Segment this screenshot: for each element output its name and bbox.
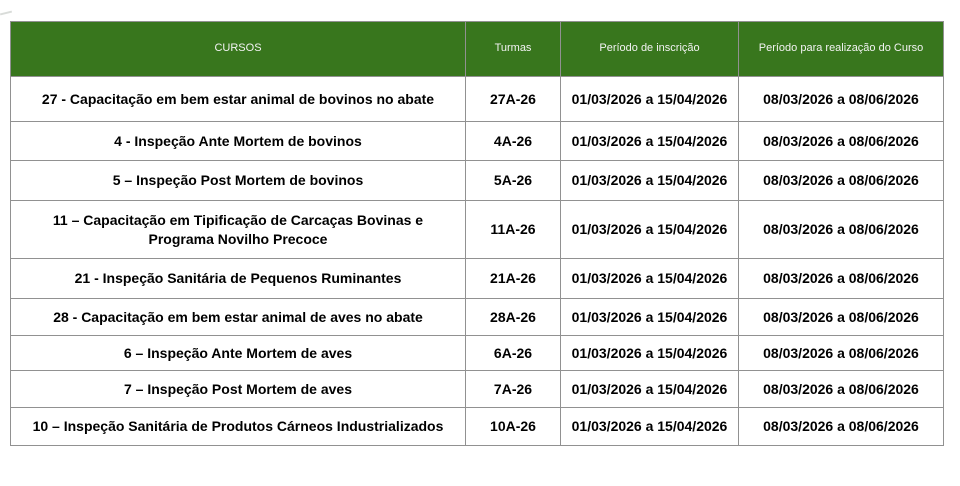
course-schedule-table: CURSOS Turmas Período de inscrição Perío… [10, 21, 944, 446]
inscricao-cell: 01/03/2026 a 15/04/2026 [560, 370, 739, 408]
table-row: 28 - Capacitação em bem estar animal de … [10, 298, 944, 336]
table-header: CURSOS Turmas Período de inscrição Perío… [10, 21, 944, 77]
turma-cell: 5A-26 [465, 160, 561, 201]
realizacao-cell: 08/03/2026 a 08/06/2026 [738, 200, 944, 259]
course-name-cell: 28 - Capacitação em bem estar animal de … [10, 298, 466, 336]
turma-cell: 27A-26 [465, 76, 561, 122]
turma-cell: 6A-26 [465, 335, 561, 371]
table-row: 21 - Inspeção Sanitária de Pequenos Rumi… [10, 258, 944, 299]
realizacao-cell: 08/03/2026 a 08/06/2026 [738, 258, 944, 299]
realizacao-cell: 08/03/2026 a 08/06/2026 [738, 76, 944, 122]
column-header-periodo-inscricao: Período de inscrição [560, 21, 739, 77]
turma-cell: 7A-26 [465, 370, 561, 408]
turma-cell: 28A-26 [465, 298, 561, 336]
course-name-cell: 4 - Inspeção Ante Mortem de bovinos [10, 121, 466, 161]
course-name-cell: 11 – Capacitação em Tipificação de Carca… [10, 200, 466, 259]
inscricao-cell: 01/03/2026 a 15/04/2026 [560, 258, 739, 299]
column-header-turmas: Turmas [465, 21, 561, 77]
column-header-cursos: CURSOS [10, 21, 466, 77]
inscricao-cell: 01/03/2026 a 15/04/2026 [560, 335, 739, 371]
realizacao-cell: 08/03/2026 a 08/06/2026 [738, 160, 944, 201]
realizacao-cell: 08/03/2026 a 08/06/2026 [738, 298, 944, 336]
turma-cell: 11A-26 [465, 200, 561, 259]
course-name-cell: 21 - Inspeção Sanitária de Pequenos Rumi… [10, 258, 466, 299]
turma-cell: 21A-26 [465, 258, 561, 299]
inscricao-cell: 01/03/2026 a 15/04/2026 [560, 121, 739, 161]
inscricao-cell: 01/03/2026 a 15/04/2026 [560, 200, 739, 259]
table-row: 4 - Inspeção Ante Mortem de bovinos 4A-2… [10, 121, 944, 161]
inscricao-cell: 01/03/2026 a 15/04/2026 [560, 407, 739, 446]
realizacao-cell: 08/03/2026 a 08/06/2026 [738, 121, 944, 161]
realizacao-cell: 08/03/2026 a 08/06/2026 [738, 407, 944, 446]
course-name-cell: 10 – Inspeção Sanitária de Produtos Cárn… [10, 407, 466, 446]
turma-cell: 10A-26 [465, 407, 561, 446]
course-name-cell: 6 – Inspeção Ante Mortem de aves [10, 335, 466, 371]
header-row: CURSOS Turmas Período de inscrição Perío… [10, 21, 944, 77]
inscricao-cell: 01/03/2026 a 15/04/2026 [560, 160, 739, 201]
table-row: 27 - Capacitação em bem estar animal de … [10, 76, 944, 122]
realizacao-cell: 08/03/2026 a 08/06/2026 [738, 370, 944, 408]
corner-smudge-artifact [0, 10, 13, 16]
course-name-cell: 27 - Capacitação em bem estar animal de … [10, 76, 466, 122]
table-row: 5 – Inspeção Post Mortem de bovinos 5A-2… [10, 160, 944, 201]
column-header-periodo-realizacao: Período para realização do Curso [738, 21, 944, 77]
table-row: 10 – Inspeção Sanitária de Produtos Cárn… [10, 407, 944, 446]
inscricao-cell: 01/03/2026 a 15/04/2026 [560, 76, 739, 122]
table-row: 7 – Inspeção Post Mortem de aves 7A-26 0… [10, 370, 944, 408]
turma-cell: 4A-26 [465, 121, 561, 161]
table-row: 6 – Inspeção Ante Mortem de aves 6A-26 0… [10, 335, 944, 371]
table-row: 11 – Capacitação em Tipificação de Carca… [10, 200, 944, 259]
table-body: 27 - Capacitação em bem estar animal de … [10, 76, 944, 446]
course-name-cell: 7 – Inspeção Post Mortem de aves [10, 370, 466, 408]
course-name-cell: 5 – Inspeção Post Mortem de bovinos [10, 160, 466, 201]
inscricao-cell: 01/03/2026 a 15/04/2026 [560, 298, 739, 336]
realizacao-cell: 08/03/2026 a 08/06/2026 [738, 335, 944, 371]
